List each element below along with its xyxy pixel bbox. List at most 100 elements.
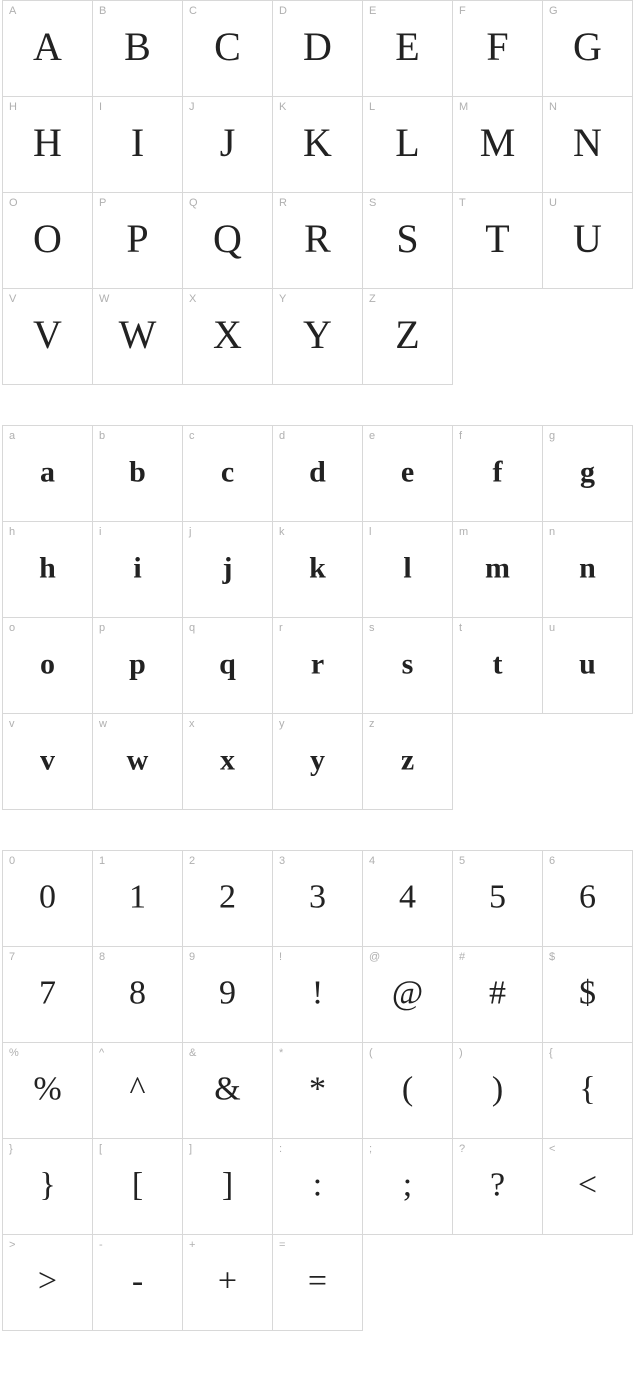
glyph-display: ) <box>492 1072 503 1106</box>
glyph-display: S <box>396 219 418 259</box>
glyph-display: V <box>33 315 62 355</box>
glyph-cell: 66 <box>543 851 633 947</box>
glyph-cell-label: m <box>459 526 468 538</box>
glyph-cell-label: D <box>279 5 287 17</box>
glyph-display: X <box>213 315 242 355</box>
glyph-display: 9 <box>219 976 236 1010</box>
glyph-cell-label: y <box>279 718 285 730</box>
glyph-cell: bb <box>93 426 183 522</box>
glyph-cell-label: B <box>99 5 106 17</box>
glyph-grid: aabbccddeeffgghhiijjkkllmmnnooppqqrrsstt… <box>2 425 633 810</box>
glyph-cell: ^^ <box>93 1043 183 1139</box>
glyph-cell: SS <box>363 193 453 289</box>
glyph-display: t <box>493 649 503 679</box>
glyph-cell: && <box>183 1043 273 1139</box>
glyph-cell: -- <box>93 1235 183 1331</box>
glyph-cell-label: } <box>9 1143 13 1155</box>
glyph-cell-label: H <box>9 101 17 113</box>
glyph-cell-label: E <box>369 5 376 17</box>
glyph-display: > <box>38 1264 57 1298</box>
glyph-cell-label: U <box>549 197 557 209</box>
glyph-display: 6 <box>579 880 596 914</box>
glyph-display: R <box>304 219 331 259</box>
glyph-cell: PP <box>93 193 183 289</box>
glyph-cell-label: S <box>369 197 376 209</box>
glyph-cell-label: < <box>549 1143 555 1155</box>
glyph-cell: {{ <box>543 1043 633 1139</box>
glyph-cell: ll <box>363 522 453 618</box>
glyph-display: ] <box>222 1168 233 1202</box>
glyph-cell: aa <box>3 426 93 522</box>
glyph-display: < <box>578 1168 597 1202</box>
glyph-display: ^ <box>130 1072 146 1106</box>
glyph-cell-label: d <box>279 430 285 442</box>
glyph-display: f <box>493 457 503 487</box>
glyph-cell: HH <box>3 97 93 193</box>
glyph-cell-label: f <box>459 430 462 442</box>
glyph-cell: tt <box>453 618 543 714</box>
glyph-cell: 11 <box>93 851 183 947</box>
glyph-display: K <box>303 123 332 163</box>
glyph-display: 8 <box>129 976 146 1010</box>
glyph-cell-label: ! <box>279 951 282 963</box>
glyph-display: i <box>133 553 141 583</box>
glyph-cell-label: 6 <box>549 855 555 867</box>
glyph-cell-label: l <box>369 526 371 538</box>
glyph-cell-label: a <box>9 430 15 442</box>
glyph-cell-label: Z <box>369 293 376 305</box>
glyph-section-uppercase: AABBCCDDEEFFGGHHIIJJKKLLMMNNOOPPQQRRSSTT… <box>0 0 640 385</box>
glyph-cell: oo <box>3 618 93 714</box>
glyph-cell: DD <box>273 1 363 97</box>
glyph-display: h <box>39 553 56 583</box>
glyph-display: u <box>579 649 596 679</box>
glyph-cell-label: O <box>9 197 18 209</box>
glyph-display: U <box>573 219 602 259</box>
glyph-cell: ** <box>273 1043 363 1139</box>
glyph-cell-label: V <box>9 293 16 305</box>
glyph-display: 2 <box>219 880 236 914</box>
glyph-cell: KK <box>273 97 363 193</box>
glyph-cell: OO <box>3 193 93 289</box>
glyph-cell: EE <box>363 1 453 97</box>
glyph-cell: )) <box>453 1043 543 1139</box>
glyph-display: E <box>395 27 419 67</box>
glyph-cell-label: G <box>549 5 558 17</box>
glyph-cell-label: N <box>549 101 557 113</box>
glyph-cell: rr <box>273 618 363 714</box>
glyph-cell-label: k <box>279 526 285 538</box>
glyph-cell: !! <box>273 947 363 1043</box>
glyph-cell: xx <box>183 714 273 810</box>
glyph-cell-label: % <box>9 1047 19 1059</box>
glyph-cell-label: c <box>189 430 195 442</box>
glyph-cell-label: e <box>369 430 375 442</box>
glyph-cell: ii <box>93 522 183 618</box>
glyph-display: w <box>127 745 149 775</box>
glyph-cell: cc <box>183 426 273 522</box>
glyph-display: A <box>33 27 62 67</box>
glyph-display: 4 <box>399 880 416 914</box>
glyph-display: p <box>129 649 146 679</box>
glyph-cell-label: u <box>549 622 555 634</box>
glyph-cell: GG <box>543 1 633 97</box>
glyph-cell: NN <box>543 97 633 193</box>
glyph-cell-label: - <box>99 1239 103 1251</box>
glyph-display: l <box>403 553 411 583</box>
glyph-display: x <box>220 745 235 775</box>
glyph-cell-label: t <box>459 622 462 634</box>
glyph-cell: 99 <box>183 947 273 1043</box>
glyph-cell-label: T <box>459 197 466 209</box>
glyph-cell: CC <box>183 1 273 97</box>
glyph-cell: YY <box>273 289 363 385</box>
glyph-display: d <box>309 457 326 487</box>
glyph-cell: UU <box>543 193 633 289</box>
glyph-cell-label: g <box>549 430 555 442</box>
glyph-cell-label: @ <box>369 951 380 963</box>
glyph-cell: hh <box>3 522 93 618</box>
glyph-display: N <box>573 123 602 163</box>
glyph-display: $ <box>579 976 596 1010</box>
glyph-cell-label: W <box>99 293 109 305</box>
glyph-cell: ?? <box>453 1139 543 1235</box>
glyph-cell: uu <box>543 618 633 714</box>
glyph-cell: zz <box>363 714 453 810</box>
glyph-cell: RR <box>273 193 363 289</box>
